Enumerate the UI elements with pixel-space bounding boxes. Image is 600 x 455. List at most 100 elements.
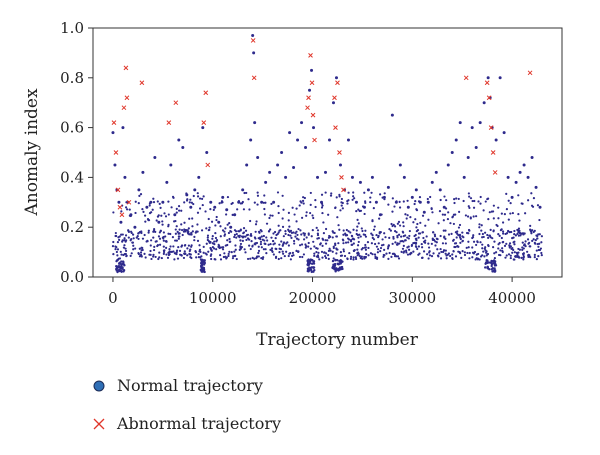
normal-band-point bbox=[339, 254, 343, 257]
normal-band-point bbox=[187, 244, 191, 247]
normal-band-point bbox=[162, 245, 165, 248]
normal-band-point bbox=[342, 229, 345, 232]
normal-band-point bbox=[352, 242, 355, 245]
normal-band-point bbox=[132, 233, 135, 236]
normal-band-point bbox=[225, 213, 228, 216]
normal-band-point bbox=[349, 257, 353, 260]
normal-band-point bbox=[186, 254, 189, 257]
normal-band-point bbox=[509, 202, 512, 205]
normal-band-point bbox=[482, 209, 485, 212]
abnormal-point bbox=[486, 95, 492, 101]
normal-band-point bbox=[214, 232, 217, 235]
normal-band-point bbox=[428, 254, 432, 257]
normal-band-point bbox=[316, 247, 319, 250]
normal-band-point bbox=[314, 199, 317, 202]
normal-band-point bbox=[189, 198, 192, 201]
normal-band-point bbox=[345, 228, 348, 232]
normal-band-point bbox=[452, 249, 455, 253]
normal-band-point bbox=[162, 231, 165, 234]
normal-band-point bbox=[303, 238, 306, 241]
normal-band-point bbox=[248, 238, 251, 241]
normal-point bbox=[486, 76, 490, 80]
normal-band-point bbox=[339, 262, 342, 265]
normal-band-point bbox=[277, 257, 280, 261]
normal-band-point bbox=[406, 199, 409, 202]
normal-band-point bbox=[135, 236, 138, 239]
normal-band-point bbox=[134, 200, 137, 203]
normal-band-point bbox=[166, 256, 170, 259]
normal-band-point bbox=[387, 203, 390, 206]
normal-band-point bbox=[356, 218, 359, 221]
normal-band-point bbox=[387, 244, 390, 247]
abnormal-point bbox=[488, 125, 494, 130]
normal-band-point bbox=[514, 234, 518, 237]
normal-band-point bbox=[417, 236, 420, 239]
normal-band-point bbox=[152, 255, 155, 258]
normal-band-point bbox=[322, 232, 326, 235]
normal-band-point bbox=[219, 258, 223, 261]
normal-band-point bbox=[188, 217, 191, 220]
abnormal-point bbox=[333, 125, 338, 130]
normal-band-point bbox=[363, 191, 366, 194]
normal-band-point bbox=[343, 254, 347, 258]
normal-band-point bbox=[229, 240, 232, 243]
abnormal-point bbox=[121, 105, 127, 111]
normal-band-point bbox=[505, 232, 509, 235]
normal-band-point bbox=[305, 244, 308, 248]
normal-band-point bbox=[315, 250, 318, 254]
normal-band-point bbox=[318, 258, 321, 261]
normal-band-point bbox=[358, 233, 361, 236]
normal-band-point bbox=[289, 234, 292, 237]
normal-point bbox=[538, 205, 542, 209]
normal-band-point bbox=[528, 241, 531, 244]
normal-band-point bbox=[183, 250, 186, 253]
normal-band-point bbox=[183, 221, 186, 224]
normal-band-point bbox=[278, 243, 281, 246]
normal-band-point bbox=[163, 212, 166, 215]
normal-band-point bbox=[472, 206, 476, 209]
normal-point bbox=[462, 175, 466, 179]
normal-band-point bbox=[172, 245, 175, 248]
normal-band-point bbox=[262, 234, 265, 238]
normal-band-point bbox=[244, 229, 248, 232]
normal-point bbox=[209, 200, 213, 204]
normal-band-point bbox=[342, 242, 345, 245]
normal-point bbox=[252, 51, 256, 55]
normal-band-point bbox=[200, 229, 204, 232]
normal-band-point bbox=[468, 257, 471, 260]
normal-band-point bbox=[128, 208, 131, 211]
normal-band-point bbox=[346, 200, 349, 203]
normal-band-point bbox=[339, 259, 342, 263]
normal-band-point bbox=[256, 255, 259, 258]
normal-band-point bbox=[528, 245, 531, 248]
abnormal-point bbox=[203, 90, 209, 96]
normal-band-point bbox=[207, 250, 210, 253]
normal-band-point bbox=[116, 254, 119, 257]
normal-band-point bbox=[226, 239, 229, 242]
normal-band-point bbox=[223, 252, 226, 255]
normal-band-point bbox=[451, 256, 454, 260]
normal-band-point bbox=[167, 213, 170, 216]
normal-band-point bbox=[488, 234, 491, 237]
normal-band-point bbox=[239, 239, 242, 242]
normal-band-point bbox=[287, 244, 290, 247]
normal-band-point bbox=[439, 257, 443, 260]
normal-band-point bbox=[306, 259, 309, 263]
normal-band-point bbox=[120, 253, 123, 256]
normal-band-point bbox=[200, 255, 203, 258]
abnormal-point bbox=[126, 199, 132, 205]
normal-band-point bbox=[326, 239, 329, 242]
normal-band-point bbox=[141, 237, 145, 240]
normal-band-point bbox=[511, 247, 514, 250]
normal-point bbox=[418, 200, 422, 204]
normal-band-point bbox=[269, 242, 272, 246]
normal-band-point bbox=[137, 237, 140, 241]
normal-band-point bbox=[483, 255, 486, 258]
normal-band-point bbox=[118, 238, 121, 242]
normal-band-point bbox=[493, 269, 496, 273]
normal-band-point bbox=[141, 246, 144, 250]
normal-band-point bbox=[436, 248, 439, 251]
normal-point bbox=[137, 188, 141, 192]
normal-band-point bbox=[176, 230, 179, 233]
normal-band-point bbox=[188, 253, 191, 256]
